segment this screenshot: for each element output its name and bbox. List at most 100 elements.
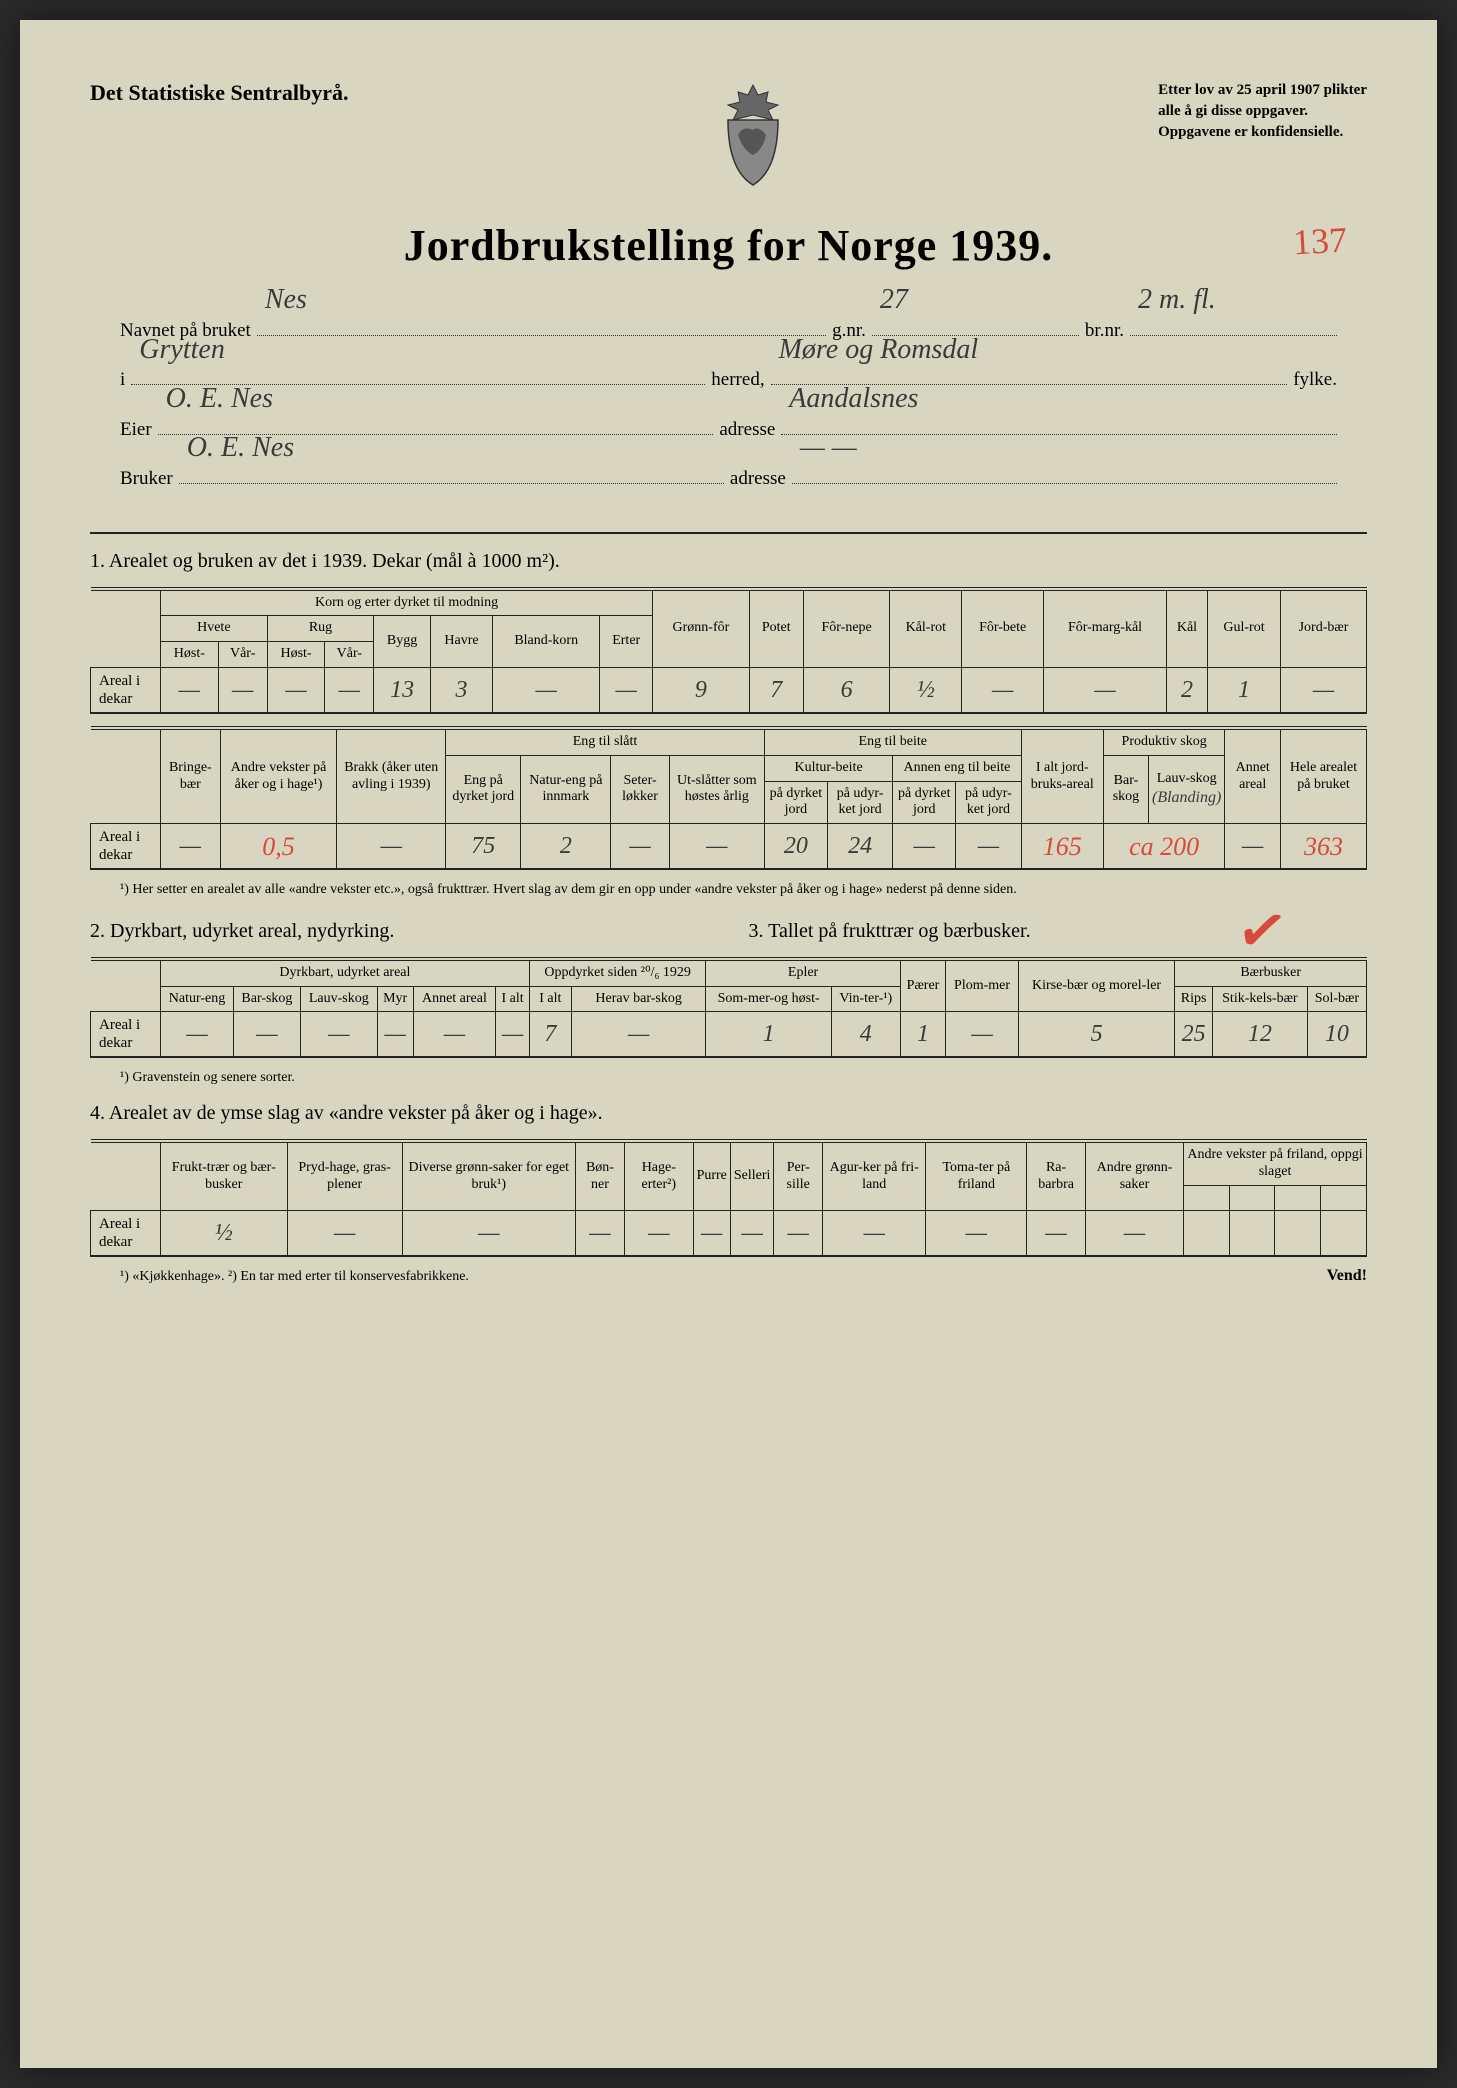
th: Fôr-bete xyxy=(962,589,1044,668)
section2-title: 2. Dyrkbart, udyrket areal, nydyrking. xyxy=(90,920,709,943)
th: Ra-barbra xyxy=(1027,1141,1086,1211)
th: Gul-rot xyxy=(1208,589,1281,668)
th: Andre grønn-saker xyxy=(1085,1141,1183,1211)
page-number-handwritten: 137 xyxy=(1292,219,1348,264)
cell: ca 200 xyxy=(1103,824,1224,870)
cell: — xyxy=(218,667,267,713)
cell: — xyxy=(822,1211,926,1257)
th: Vår- xyxy=(325,642,374,668)
th: Korn og erter dyrket til modning xyxy=(161,589,653,616)
header: Det Statistiske Sentralbyrå. Etter lov a… xyxy=(90,80,1367,190)
th: Frukt-trær og bær-busker xyxy=(161,1141,288,1211)
th: Herav bar-skog xyxy=(571,986,706,1012)
th: Vår- xyxy=(218,642,267,668)
cell: — xyxy=(611,824,669,870)
th: Kultur-beite xyxy=(764,755,892,781)
label: fylke. xyxy=(1293,355,1337,404)
form-page: Det Statistiske Sentralbyrå. Etter lov a… xyxy=(20,20,1437,2068)
th: Andre vekster på friland, oppgi slaget xyxy=(1184,1141,1367,1185)
th: Bland-korn xyxy=(493,616,600,668)
cell: — xyxy=(325,667,374,713)
th: Per-sille xyxy=(774,1141,823,1211)
legal-line: Etter lov av 25 april 1907 plikter xyxy=(1158,80,1367,101)
cell xyxy=(1321,1211,1367,1257)
cell: ½ xyxy=(161,1211,288,1257)
agency-name: Det Statistiske Sentralbyrå. xyxy=(90,80,348,106)
table-section2-3: Dyrkbart, udyrket areal Oppdyrket siden … xyxy=(90,957,1367,1059)
table-section1b: Bringe-bær Andre vekster på åker og i ha… xyxy=(90,726,1367,870)
table-section1a: Korn og erter dyrket til modning Grønn-f… xyxy=(90,587,1367,714)
th: Natur-eng xyxy=(161,986,234,1012)
cell: — xyxy=(625,1211,694,1257)
th: Annet areal xyxy=(1225,728,1281,824)
th: Stik-kels-bær xyxy=(1212,986,1307,1012)
cell: 24 xyxy=(827,824,892,870)
cell: 10 xyxy=(1307,1012,1366,1058)
cell: — xyxy=(1085,1211,1183,1257)
th: Høst- xyxy=(267,642,325,668)
th: Brakk (åker uten avling i 1939) xyxy=(337,728,446,824)
th: Bar-skog xyxy=(1103,755,1148,823)
th: Agur-ker på fri-land xyxy=(822,1141,926,1211)
th: Selleri xyxy=(730,1141,774,1211)
cell: — xyxy=(413,1012,496,1058)
cell: 3 xyxy=(430,667,492,713)
th: Lauv-skog(Blanding) xyxy=(1149,755,1225,823)
cell: 0,5 xyxy=(220,824,337,870)
user: O. E. Nes xyxy=(187,412,294,485)
th: Ut-slåtter som høstes årlig xyxy=(669,755,764,823)
th: Bøn-ner xyxy=(575,1141,624,1211)
th: Hele arealet på bruket xyxy=(1281,728,1367,824)
cell: 25 xyxy=(1175,1012,1213,1058)
th: Annet areal xyxy=(413,986,496,1012)
th: Erter xyxy=(600,616,653,668)
identity-fields: Navnet på bruket Nes g.nr. 27 br.nr. 2 m… xyxy=(90,306,1367,504)
th: I alt xyxy=(496,986,530,1012)
cell: 7 xyxy=(749,667,803,713)
legal-line: Oppgavene er konfidensielle. xyxy=(1158,122,1367,143)
th xyxy=(1184,1185,1230,1211)
cell xyxy=(1184,1211,1230,1257)
th: Grønn-fôr xyxy=(653,589,749,668)
cell: 5 xyxy=(1018,1012,1175,1058)
th: Toma-ter på friland xyxy=(926,1141,1027,1211)
th: Purre xyxy=(693,1141,730,1211)
cell: — xyxy=(1225,824,1281,870)
cell: — xyxy=(300,1012,377,1058)
cell: 9 xyxy=(653,667,749,713)
cell: 2 xyxy=(521,824,611,870)
label: Bruker xyxy=(120,454,173,503)
rowlabel: Areal i dekar xyxy=(91,1211,161,1257)
th: Epler xyxy=(706,959,900,986)
th: Eng til slått xyxy=(446,728,765,755)
th: Vin-ter-¹) xyxy=(831,986,900,1012)
th xyxy=(1275,1185,1321,1211)
cell: — xyxy=(693,1211,730,1257)
cell: — xyxy=(946,1012,1018,1058)
cell: 6 xyxy=(803,667,890,713)
cell: — xyxy=(600,667,653,713)
turn-page: Vend! xyxy=(1327,1267,1367,1285)
cell: 1 xyxy=(706,1012,831,1058)
cell xyxy=(1229,1211,1275,1257)
label: adresse xyxy=(719,405,775,454)
farm-name: Nes xyxy=(265,264,307,337)
footnote-1b: ¹) Her setter en arealet av alle «andre … xyxy=(120,880,1367,900)
cell: — xyxy=(575,1211,624,1257)
rowlabel: Areal i dekar xyxy=(91,1012,161,1058)
th: Som-mer-og høst- xyxy=(706,986,831,1012)
th: Eng til beite xyxy=(764,728,1021,755)
cell: 13 xyxy=(374,667,431,713)
section1-title: 1. Arealet og bruken av det i 1939. Deka… xyxy=(90,550,1367,573)
cell: — xyxy=(267,667,325,713)
cell: — xyxy=(234,1012,301,1058)
divider xyxy=(90,532,1367,534)
brnr: 2 m. fl. xyxy=(1138,264,1216,337)
th: I alt jord-bruks-areal xyxy=(1021,728,1103,824)
th: Kirse-bær og morel-ler xyxy=(1018,959,1175,1012)
th: Dyrkbart, udyrket areal xyxy=(161,959,530,986)
cell: — xyxy=(669,824,764,870)
cell: — xyxy=(1044,667,1167,713)
cell: — xyxy=(161,824,221,870)
th: Rips xyxy=(1175,986,1213,1012)
